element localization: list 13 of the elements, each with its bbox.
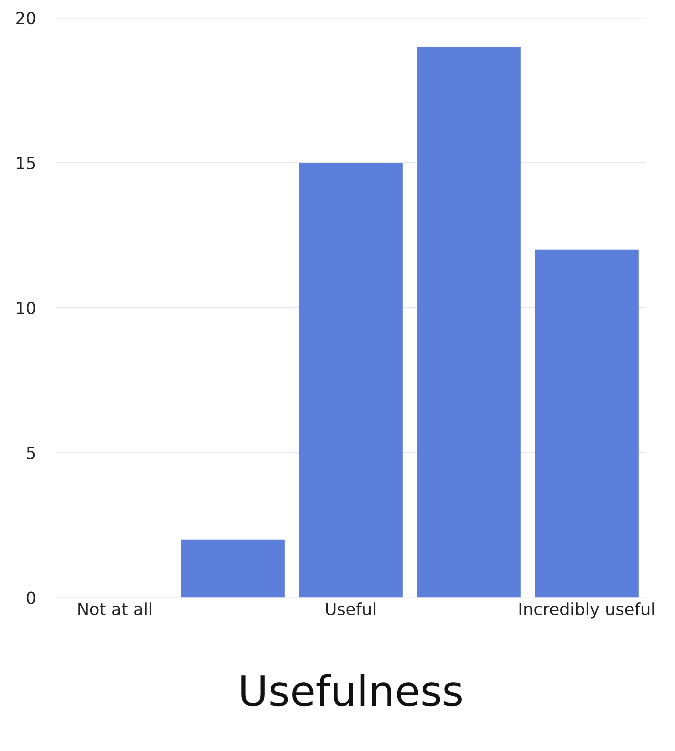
bar bbox=[417, 47, 521, 598]
y-tick-label: 10 bbox=[17, 302, 36, 314]
bar bbox=[181, 540, 285, 598]
x-tick-label: Incredibly useful bbox=[520, 602, 654, 619]
y-tick-label: 20 bbox=[16, 12, 36, 25]
x-tick-label: Not at all bbox=[78, 602, 152, 616]
x-axis-title: Usefulness bbox=[242, 674, 462, 707]
y-tick-label: 0 bbox=[27, 592, 36, 604]
bar bbox=[299, 162, 403, 598]
y-tick-label: 15 bbox=[17, 157, 36, 170]
y-tick-label: 5 bbox=[27, 447, 36, 460]
x-tick-label: Useful bbox=[326, 602, 376, 616]
bar bbox=[535, 250, 639, 598]
